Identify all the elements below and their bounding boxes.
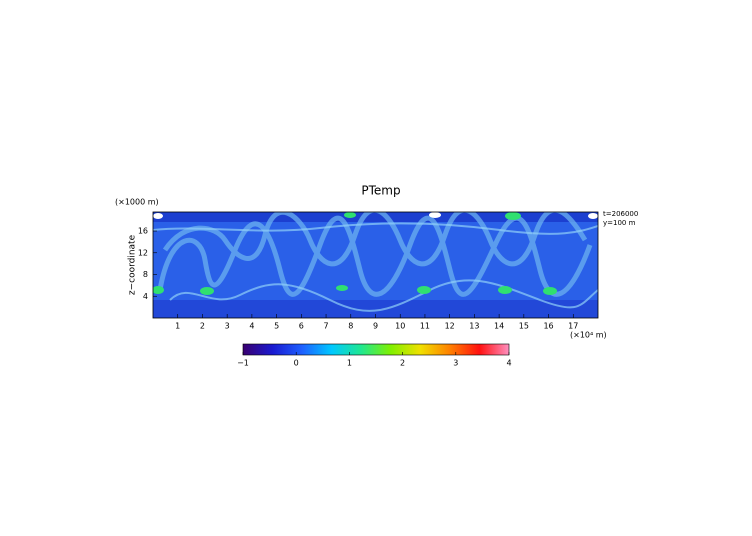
x-tick-label: 14 [494,322,504,331]
x-tick-label: 7 [324,322,329,331]
x-unit: (×10⁴ m) [570,331,607,340]
y-tick-label: 4 [143,292,148,301]
colorbar [242,343,510,356]
annotation: y=100 m [603,219,636,227]
x-tick-label: 3 [225,322,230,331]
x-tick-label: 10 [395,322,405,331]
colorbar-tick-label: 2 [400,359,405,368]
field [153,212,598,318]
chart-title: PTemp [361,184,400,198]
colorbar-tick-label: 4 [506,359,511,368]
x-tick-label: 4 [249,322,254,331]
colorbar-tick-label: 1 [347,359,352,368]
y-tick-label: 16 [138,227,148,236]
x-tick-label: 12 [445,322,455,331]
x-tick-label: 6 [299,322,304,331]
colorbar-tick-label: 3 [453,359,458,368]
x-tick-label: 11 [420,322,430,331]
colorbar-tick-label: −1 [237,359,249,368]
x-tick-label: 15 [519,322,529,331]
colorbar-tick-label: 0 [294,359,299,368]
x-tick-label: 16 [543,322,553,331]
x-tick-label: 13 [469,322,479,331]
x-tick-label: 2 [200,322,205,331]
x-tick-label: 1 [175,322,180,331]
y-axis-label: z−coordinate [128,234,138,295]
y-unit: (×1000 m) [115,198,159,207]
x-tick-label: 5 [274,322,279,331]
x-tick-label: 9 [373,322,378,331]
annotation: t=206000 [603,210,638,218]
x-tick-label: 17 [568,322,578,331]
y-tick-label: 8 [143,270,148,279]
x-tick-label: 8 [348,322,353,331]
y-tick-label: 12 [138,248,148,257]
